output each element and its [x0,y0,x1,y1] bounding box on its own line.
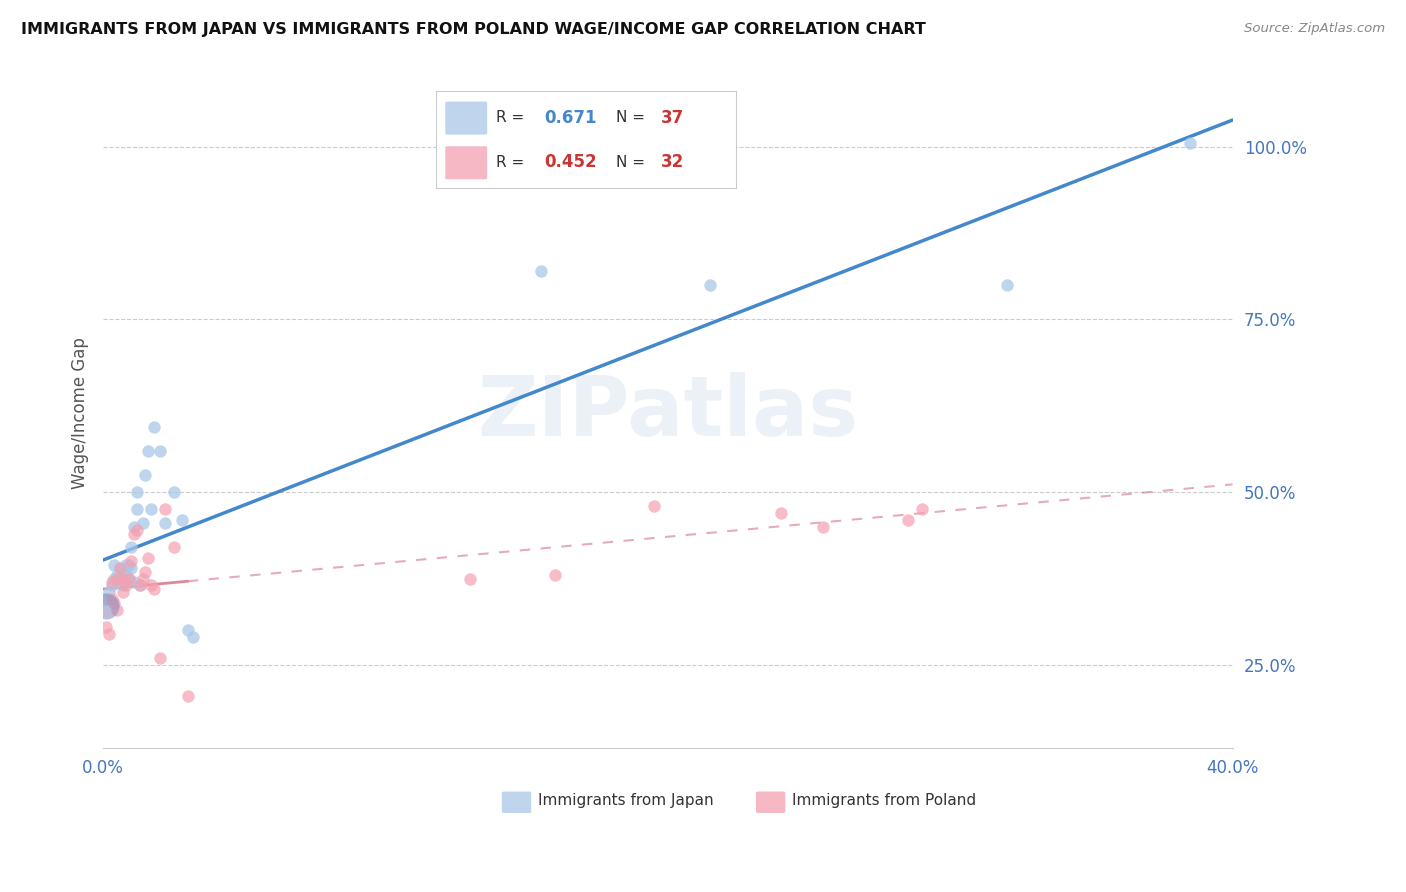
Point [142,419,165,434]
Point [811,520,834,534]
Point [155,516,177,531]
Point [544,568,567,582]
Text: ZIPatlas: ZIPatlas [477,372,858,453]
Point [114,568,136,582]
Point [125,523,148,537]
Point [111,572,134,586]
FancyBboxPatch shape [502,791,531,813]
Text: Immigrants from Japan: Immigrants from Japan [538,793,714,808]
Point [125,502,148,516]
Point [136,443,159,458]
Point [105,603,128,617]
Point [117,558,139,572]
Point [108,561,131,575]
Point [172,513,194,527]
Point [105,572,128,586]
Point [177,689,200,703]
Point [911,502,934,516]
Point [108,561,131,575]
Point [128,578,150,592]
Point [111,565,134,579]
Point [105,568,128,582]
Point [111,585,134,599]
Point [105,575,128,590]
Point [100,575,122,590]
Point [117,572,139,586]
Point [97,585,120,599]
Point [120,554,142,568]
Point [94,599,117,614]
Point [103,572,125,586]
Point [458,572,481,586]
Point [995,277,1018,292]
Point [103,596,125,610]
Y-axis label: Wage/Income Gap: Wage/Income Gap [72,337,89,489]
Point [97,627,120,641]
Point [131,516,153,531]
Point [1178,136,1201,150]
Point [94,592,117,607]
Point [122,575,145,590]
Text: IMMIGRANTS FROM JAPAN VS IMMIGRANTS FROM POLAND WAGE/INCOME GAP CORRELATION CHAR: IMMIGRANTS FROM JAPAN VS IMMIGRANTS FROM… [21,22,927,37]
Point [120,541,142,555]
Point [120,561,142,575]
Point [103,558,125,572]
Point [108,572,131,586]
Point [177,624,200,638]
Point [163,541,186,555]
Point [139,578,162,592]
Point [149,651,172,665]
Point [125,485,148,500]
Point [134,565,156,579]
Point [122,526,145,541]
Point [142,582,165,596]
Point [100,592,122,607]
Point [117,572,139,586]
Point [128,578,150,592]
Point [183,631,205,645]
Point [163,485,186,500]
Point [155,502,177,516]
Point [530,264,553,278]
Point [699,277,721,292]
Point [100,578,122,592]
Text: Immigrants from Poland: Immigrants from Poland [792,793,976,808]
Point [149,443,172,458]
Point [769,506,792,520]
Point [122,520,145,534]
Point [139,502,162,516]
Point [134,467,156,482]
Point [643,499,665,513]
Point [897,513,920,527]
Point [131,572,153,586]
Point [114,558,136,572]
Point [111,578,134,592]
FancyBboxPatch shape [756,791,786,813]
Point [114,578,136,592]
Point [136,550,159,565]
Point [94,620,117,634]
Text: Source: ZipAtlas.com: Source: ZipAtlas.com [1244,22,1385,36]
